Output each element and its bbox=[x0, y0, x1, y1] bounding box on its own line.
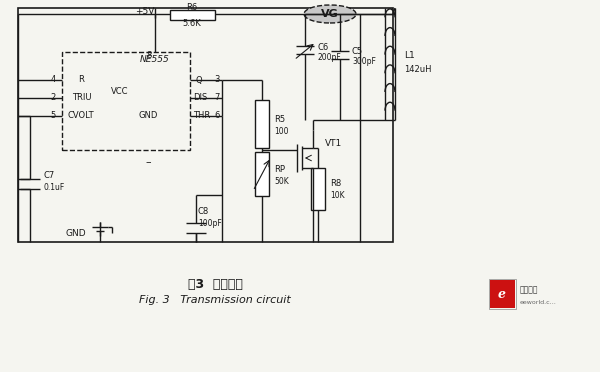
Text: DIS: DIS bbox=[193, 93, 207, 103]
Text: R6: R6 bbox=[187, 3, 197, 12]
Text: 100: 100 bbox=[274, 126, 289, 135]
Text: 3: 3 bbox=[214, 76, 220, 84]
Text: 8: 8 bbox=[146, 51, 152, 61]
Text: TRIU: TRIU bbox=[72, 93, 91, 103]
Text: 5.6K: 5.6K bbox=[182, 19, 202, 28]
Text: C6: C6 bbox=[317, 44, 328, 52]
Text: 100pF: 100pF bbox=[198, 219, 222, 228]
Text: VG: VG bbox=[321, 9, 339, 19]
Text: 50K: 50K bbox=[274, 176, 289, 186]
Text: L1: L1 bbox=[404, 51, 415, 60]
Text: 10K: 10K bbox=[330, 192, 344, 201]
Text: 300pF: 300pF bbox=[352, 58, 376, 67]
Text: 200pF: 200pF bbox=[317, 54, 341, 62]
Ellipse shape bbox=[304, 5, 356, 23]
Text: e: e bbox=[498, 288, 506, 301]
Text: THR: THR bbox=[193, 112, 210, 121]
FancyBboxPatch shape bbox=[490, 280, 515, 308]
Text: Q: Q bbox=[195, 76, 202, 84]
Text: 4: 4 bbox=[51, 76, 56, 84]
Text: Fig. 3   Transmission circuit: Fig. 3 Transmission circuit bbox=[139, 295, 291, 305]
Text: 142uH: 142uH bbox=[404, 65, 431, 74]
Text: 6: 6 bbox=[214, 112, 220, 121]
Text: GND: GND bbox=[65, 228, 86, 237]
Text: 7: 7 bbox=[214, 93, 220, 103]
FancyBboxPatch shape bbox=[255, 152, 269, 196]
Text: C5: C5 bbox=[352, 46, 363, 55]
Text: C7: C7 bbox=[44, 171, 55, 180]
Text: VT1: VT1 bbox=[325, 138, 342, 148]
Text: VCC: VCC bbox=[111, 87, 129, 96]
Text: CVOLT: CVOLT bbox=[68, 112, 95, 121]
Text: 5: 5 bbox=[51, 112, 56, 121]
Text: 0.1uF: 0.1uF bbox=[44, 183, 65, 192]
Text: RP: RP bbox=[274, 164, 285, 173]
Text: R5: R5 bbox=[274, 115, 285, 124]
Text: R8: R8 bbox=[330, 180, 341, 189]
Text: 电子工程: 电子工程 bbox=[520, 285, 539, 295]
Text: R: R bbox=[78, 76, 84, 84]
FancyBboxPatch shape bbox=[311, 168, 325, 210]
FancyBboxPatch shape bbox=[170, 10, 215, 20]
Text: –: – bbox=[145, 157, 151, 167]
Text: C8: C8 bbox=[198, 208, 209, 217]
Text: eeworld.c…: eeworld.c… bbox=[520, 299, 557, 305]
Text: +5V: +5V bbox=[136, 7, 155, 16]
Text: 2: 2 bbox=[51, 93, 56, 103]
Text: GND: GND bbox=[139, 110, 158, 119]
FancyBboxPatch shape bbox=[255, 100, 269, 148]
Text: NE555: NE555 bbox=[140, 55, 170, 64]
Text: 图3  发射电路: 图3 发射电路 bbox=[188, 279, 242, 292]
